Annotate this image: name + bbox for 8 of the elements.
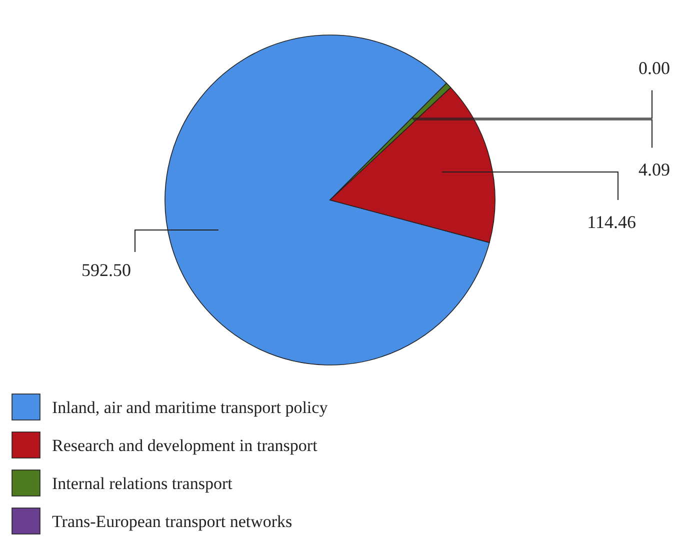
- text: 0.00: [638, 58, 670, 78]
- legend-label: Internal relations transport: [52, 474, 233, 493]
- legend-label: Research and development in transport: [52, 436, 318, 455]
- data-label: 4.09: [638, 160, 670, 180]
- data-label: 592.50: [82, 260, 131, 280]
- data-label: 114.46: [587, 212, 636, 232]
- legend-label: Trans-European transport networks: [52, 512, 292, 531]
- legend-label: Inland, air and maritime transport policy: [52, 398, 328, 417]
